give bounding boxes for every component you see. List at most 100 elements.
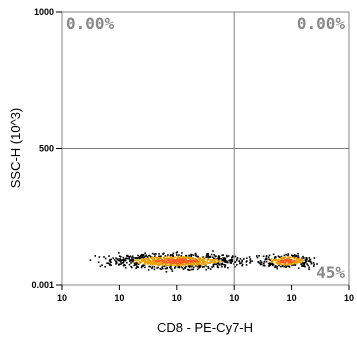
event-dot [146, 257, 149, 260]
event-dot [176, 264, 178, 267]
event-dot [278, 262, 280, 265]
event-dot [183, 259, 185, 262]
event-dot [282, 259, 285, 262]
event-dot [210, 261, 212, 263]
event-dot [299, 260, 301, 262]
event-dot [161, 260, 164, 262]
event-dot [199, 266, 202, 268]
event-dot [172, 262, 175, 264]
event-dot [307, 260, 310, 262]
event-dot [126, 257, 129, 260]
event-dot [157, 264, 159, 266]
event-dot [289, 258, 291, 261]
event-dot [131, 260, 134, 263]
event-dot [173, 261, 175, 263]
event-dot [172, 259, 174, 262]
event-dot [225, 261, 227, 263]
event-dot [153, 253, 156, 255]
event-dot [137, 263, 140, 266]
event-dot [159, 263, 162, 265]
event-dot [163, 258, 166, 261]
event-dot [150, 261, 153, 264]
event-dot [180, 261, 182, 264]
event-dot [166, 258, 168, 260]
event-dot [279, 260, 281, 263]
event-dot [214, 263, 217, 265]
event-dot [119, 263, 121, 265]
event-dot [276, 262, 279, 265]
event-dot [104, 257, 107, 260]
event-dot [207, 254, 209, 256]
event-dot [194, 261, 197, 263]
event-dot [272, 253, 275, 256]
event-dot [293, 257, 296, 260]
event-dot [211, 260, 213, 262]
event-dot [180, 258, 182, 260]
event-dot [304, 265, 306, 268]
event-dot [206, 256, 209, 258]
event-dot [97, 261, 100, 264]
event-dot [259, 260, 262, 262]
event-dot [199, 258, 202, 261]
event-dot [132, 260, 135, 262]
event-dot [178, 266, 181, 269]
event-dot [107, 262, 110, 265]
event-dot [265, 256, 268, 258]
event-dot [135, 263, 137, 266]
event-dot [149, 261, 152, 264]
event-dot [155, 263, 157, 265]
event-dot [135, 257, 137, 259]
event-dot [162, 264, 165, 267]
event-dot [168, 261, 171, 264]
event-dot [176, 262, 178, 265]
event-dot [124, 267, 127, 269]
event-dot [310, 262, 313, 265]
event-dot [259, 263, 262, 266]
event-dot [212, 263, 215, 266]
event-dot [209, 268, 212, 270]
event-dot [144, 252, 146, 254]
event-dot [249, 259, 252, 261]
event-dot [290, 258, 292, 261]
event-dot [221, 254, 223, 256]
event-dot [222, 259, 225, 262]
event-dot [284, 263, 287, 266]
event-dot [256, 255, 258, 257]
event-dot [200, 262, 203, 265]
event-dot [133, 264, 135, 267]
event-dot [143, 257, 145, 259]
event-dot [147, 269, 150, 271]
event-dot [204, 257, 206, 260]
event-dot [286, 257, 289, 260]
event-dot [190, 261, 193, 263]
event-dot [124, 258, 127, 260]
event-dot [224, 259, 226, 262]
event-dot [104, 266, 106, 268]
event-dot [184, 259, 187, 262]
event-dot [170, 264, 172, 266]
event-dot [192, 256, 194, 259]
event-dot [288, 257, 291, 260]
event-dot [165, 271, 168, 273]
event-dot [214, 260, 217, 263]
event-dot [163, 260, 165, 262]
event-dot [190, 255, 192, 258]
event-dot [190, 258, 193, 260]
event-dot [210, 253, 213, 256]
event-dot [174, 256, 176, 258]
event-dot [166, 263, 168, 265]
event-dot [181, 266, 184, 269]
event-dot [276, 267, 278, 270]
event-dot [131, 266, 133, 269]
event-dot [288, 259, 290, 262]
event-dot [241, 259, 243, 262]
x-tick-label: 10 [229, 293, 239, 303]
event-dot [185, 254, 187, 257]
event-dot [259, 262, 261, 265]
event-dot [170, 259, 173, 261]
event-dot [297, 260, 300, 262]
event-dot [230, 260, 233, 263]
event-dot [159, 267, 162, 270]
event-dot [296, 260, 298, 263]
event-dot [227, 255, 230, 257]
